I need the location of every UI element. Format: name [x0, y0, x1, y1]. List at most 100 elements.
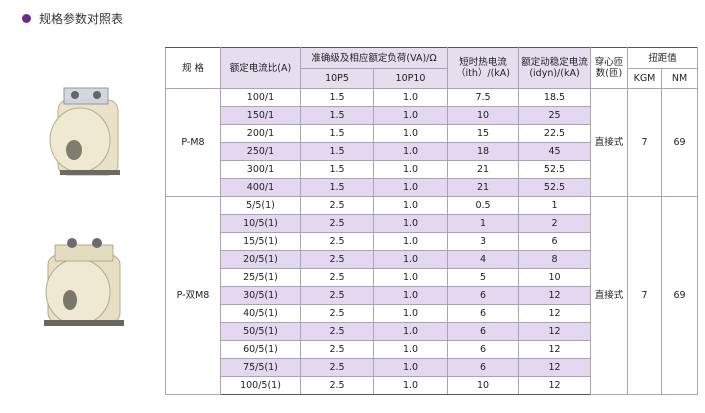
data-cell: 2.5 [300, 340, 374, 359]
data-cell: 45 [518, 142, 591, 161]
product-images [44, 87, 124, 326]
data-cell: 20/5(1) [220, 250, 301, 269]
header-cell: 准确级及相应额定负荷(VA)/Ω [300, 47, 448, 69]
model-cell: P-双M8 [165, 196, 221, 395]
data-cell: 15/5(1) [220, 232, 301, 251]
table-body: P-M8 100/1 1.5 1.0 7.5 18.5 直接式 7 69 150/1 1.5 1.0 1… [165, 88, 698, 395]
header-cell: 额定动稳定电流 (idyn)/(kA) [518, 47, 591, 89]
title-text: 规格参数对照表 [39, 12, 124, 26]
data-cell: 18.5 [518, 88, 591, 107]
data-cell: 6 [447, 322, 519, 341]
table-row: 75/5(1) 2.5 1.0 6 12 [166, 358, 698, 377]
data-cell: 1.0 [373, 124, 448, 143]
data-cell: 1.5 [300, 88, 374, 107]
data-cell: 5 [447, 268, 519, 287]
data-cell: 2.5 [300, 214, 374, 233]
data-cell: 300/1 [220, 160, 301, 179]
data-cell: 2.5 [300, 376, 374, 395]
data-cell: 18 [447, 142, 519, 161]
data-cell: 1.0 [373, 232, 448, 251]
table-row: P-M8 100/1 1.5 1.0 7.5 18.5 直接式 7 69 [165, 88, 698, 197]
data-cell: 2.5 [300, 268, 374, 287]
table-row: 50/5(1) 2.5 1.0 6 12 [166, 322, 698, 341]
data-cell: 1.0 [373, 358, 448, 377]
table-row: 30/5(1) 2.5 1.0 6 12 [166, 286, 698, 305]
data-cell: 22.5 [518, 124, 591, 143]
data-cell: 400/1 [220, 178, 301, 197]
data-cell: 40/5(1) [220, 304, 301, 323]
data-cell: 1 [447, 214, 519, 233]
data-cell: 12 [518, 304, 591, 323]
data-cell: 1.5 [300, 124, 374, 143]
table-row: 100/5(1) 2.5 1.0 10 12 [166, 376, 698, 395]
data-cell: 6 [447, 304, 519, 323]
header-cell: 穿心匝 数(匝) [590, 47, 628, 89]
data-cell: 1.0 [373, 304, 448, 323]
data-cell: 2.5 [300, 304, 374, 323]
data-cell: 12 [518, 286, 591, 305]
data-cell: 150/1 [220, 106, 301, 125]
data-cell: 1.0 [373, 214, 448, 233]
data-cell: 2.5 [300, 322, 374, 341]
table-row: 250/1 1.5 1.0 18 45 [166, 142, 698, 161]
data-cell: 1.5 [300, 106, 374, 125]
data-cell: 10 [447, 376, 519, 395]
data-cell: 2.5 [300, 250, 374, 269]
data-cell: 1.5 [300, 142, 374, 161]
data-cell: 1.0 [373, 250, 448, 269]
data-cell: 1.0 [373, 88, 448, 107]
data-cell: 0.5 [447, 196, 519, 215]
data-cell: 12 [518, 340, 591, 359]
header-cell: 10P5 [300, 68, 374, 89]
data-cell: 1.5 [300, 160, 374, 179]
table-row: 200/1 1.5 1.0 15 22.5 [166, 124, 698, 143]
data-cell: 1.0 [373, 340, 448, 359]
data-cell: 1.0 [373, 106, 448, 125]
data-cell: 2.5 [300, 358, 374, 377]
data-cell: 100/1 [220, 88, 301, 107]
data-cell: 12 [518, 376, 591, 395]
data-cell: 100/5(1) [220, 376, 301, 395]
kgm-cell: 7 [627, 196, 662, 395]
data-cell: 6 [518, 232, 591, 251]
data-cell: 10/5(1) [220, 214, 301, 233]
data-cell: 200/1 [220, 124, 301, 143]
header-cell: 10P10 [373, 68, 448, 89]
data-cell: 4 [447, 250, 519, 269]
transformer-pm8-double [44, 238, 124, 326]
transformer-pm8 [49, 87, 120, 176]
table-row: 60/5(1) 2.5 1.0 6 12 [166, 340, 698, 359]
table-row: 400/1 1.5 1.0 21 52.5 [166, 178, 698, 197]
data-cell: 8 [518, 250, 591, 269]
data-cell: 3 [447, 232, 519, 251]
data-cell: 1.0 [373, 196, 448, 215]
section-title: 规格参数对照表 [22, 10, 123, 27]
data-cell: 10 [518, 268, 591, 287]
data-cell: 52.5 [518, 178, 591, 197]
data-cell: 2.5 [300, 196, 374, 215]
data-cell: 50/5(1) [220, 322, 301, 341]
data-cell: 60/5(1) [220, 340, 301, 359]
data-cell: 25/5(1) [220, 268, 301, 287]
data-cell: 10 [447, 106, 519, 125]
data-cell: 75/5(1) [220, 358, 301, 377]
table-row: 40/5(1) 2.5 1.0 6 12 [166, 304, 698, 323]
header-cell: 短时热电流 （ith）/(kA) [447, 47, 519, 89]
data-cell: 1 [518, 196, 591, 215]
data-cell: 250/1 [220, 142, 301, 161]
data-cell: 2.5 [300, 232, 374, 251]
data-cell: 1.5 [300, 178, 374, 197]
data-cell: 1.0 [373, 376, 448, 395]
data-cell: 6 [447, 358, 519, 377]
data-cell: 12 [518, 358, 591, 377]
table-row: 10/5(1) 2.5 1.0 1 2 [166, 214, 698, 233]
model-cell: P-M8 [165, 88, 221, 197]
data-cell: 2.5 [300, 286, 374, 305]
header-cell: KGM [627, 68, 662, 89]
data-cell: 5/5(1) [220, 196, 301, 215]
table-row: P-双M8 5/5(1) 2.5 1.0 0.5 1 直接式 7 69 [165, 196, 698, 395]
bullet [22, 14, 31, 23]
data-cell: 2 [518, 214, 591, 233]
data-cell: 1.0 [373, 286, 448, 305]
